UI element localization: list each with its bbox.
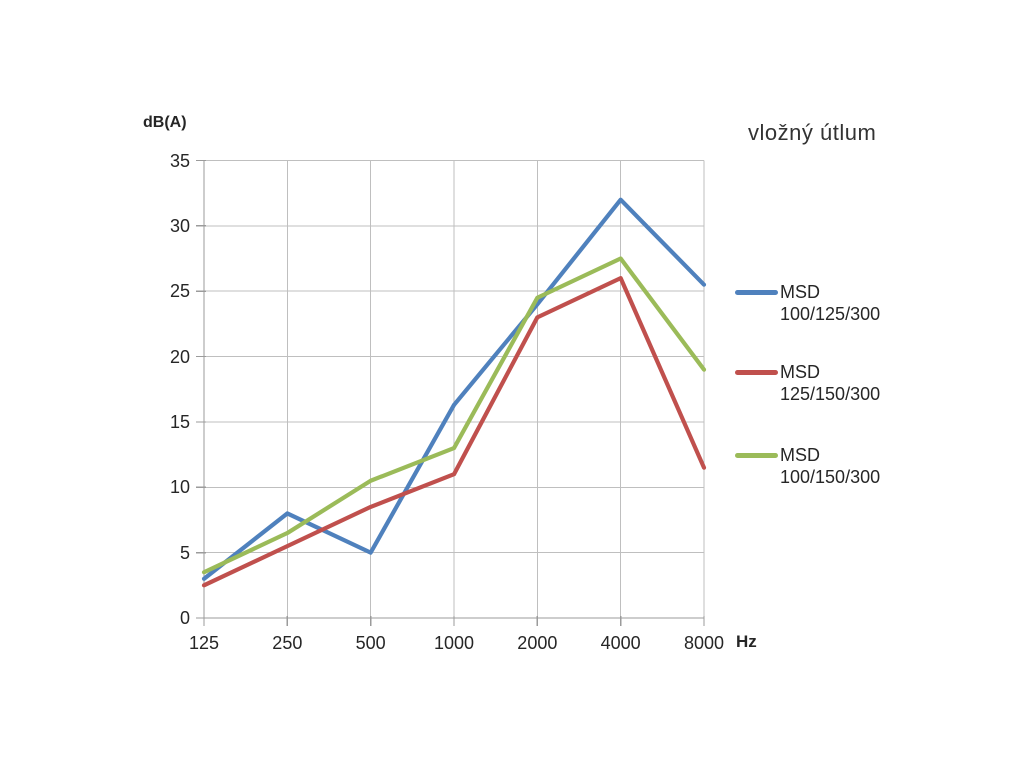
y-tick-label: 5 — [179, 542, 190, 563]
y-tick-label: 30 — [169, 215, 190, 236]
series-line — [201, 276, 707, 588]
x-tick-label: 1000 — [433, 633, 475, 653]
x-axis-unit-label: Hz — [736, 632, 757, 651]
y-tick-label: 0 — [179, 608, 190, 628]
y-tick-label: 25 — [169, 281, 190, 302]
x-tick-label: 500 — [355, 633, 386, 653]
x-tick-label: 125 — [188, 633, 220, 653]
y-axis-title: dB(A) — [143, 114, 187, 131]
x-tick-label: 8000 — [683, 633, 725, 653]
x-tick-label: 2000 — [517, 633, 558, 653]
series-line — [201, 256, 707, 575]
y-tick-label: 20 — [169, 346, 190, 367]
x-tick-label: 4000 — [600, 633, 641, 653]
y-tick-label: 35 — [169, 150, 190, 171]
series-line — [201, 197, 707, 581]
x-tick-label: 250 — [272, 633, 303, 653]
chart-title: vložný útlum — [748, 120, 877, 145]
y-tick-label: 15 — [169, 411, 190, 432]
y-tick-label: 10 — [169, 477, 190, 498]
